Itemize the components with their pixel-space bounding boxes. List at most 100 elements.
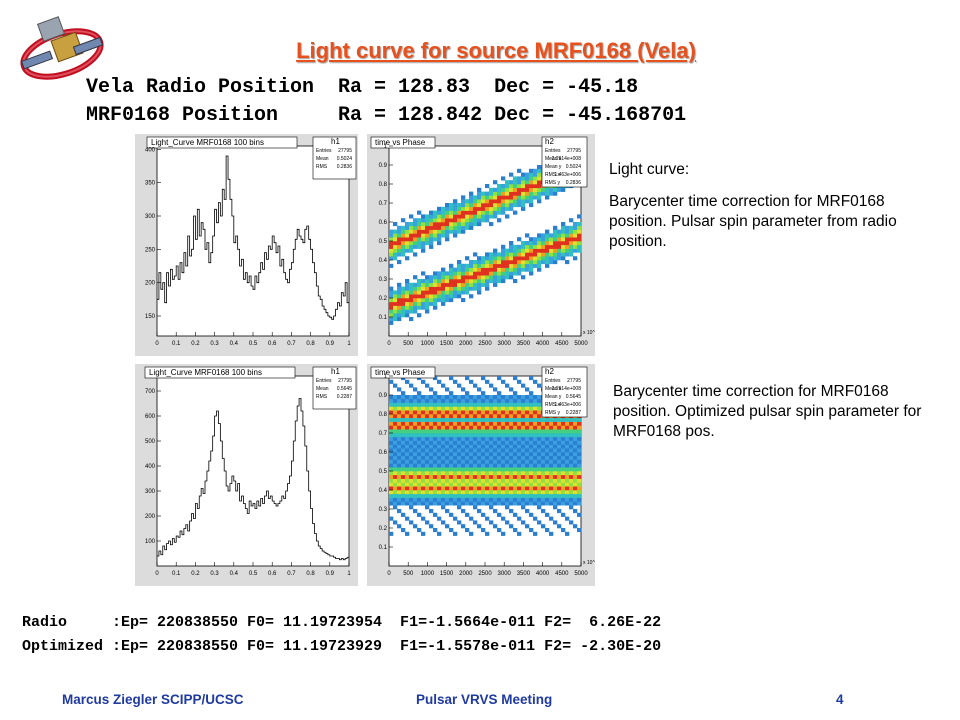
heatmap-cell bbox=[413, 436, 418, 441]
heatmap-cell bbox=[525, 410, 530, 415]
heatmap-cell bbox=[513, 433, 518, 438]
heatmap-cell bbox=[509, 493, 514, 498]
heatmap-cell bbox=[533, 486, 538, 491]
heatmap-cell bbox=[405, 459, 410, 464]
heatmap-cell bbox=[485, 501, 490, 506]
heatmap-cell bbox=[509, 482, 514, 487]
heatmap-cell bbox=[497, 459, 502, 464]
heatmap-cell bbox=[549, 425, 554, 430]
heatmap-cell bbox=[457, 267, 462, 272]
heatmap-cell bbox=[517, 248, 522, 253]
heatmap-cell bbox=[401, 436, 406, 441]
heatmap-cell bbox=[505, 398, 510, 403]
heatmap-cell bbox=[485, 493, 490, 498]
heatmap-cell bbox=[437, 455, 442, 460]
heatmap-cell bbox=[537, 180, 542, 185]
heatmap-cell bbox=[409, 497, 414, 502]
heatmap-cell bbox=[477, 206, 482, 211]
heatmap-cell bbox=[409, 229, 414, 234]
heatmap-cell bbox=[521, 410, 526, 415]
heatmap-cell bbox=[421, 471, 426, 476]
heatmap-cell bbox=[565, 260, 570, 265]
heatmap-cell bbox=[409, 248, 414, 253]
heatmap-cell bbox=[521, 414, 526, 419]
heatmap-cell bbox=[513, 425, 518, 430]
heatmap-cell bbox=[557, 425, 562, 430]
heatmap-cell bbox=[509, 433, 514, 438]
heatmap-cell bbox=[529, 512, 534, 517]
heatmap-cell bbox=[477, 286, 482, 291]
heatmap-cell bbox=[493, 180, 498, 185]
heatmap-cell bbox=[561, 497, 566, 502]
heatmap-cell bbox=[429, 398, 434, 403]
heatmap-cell bbox=[477, 414, 482, 419]
heatmap-cell bbox=[553, 233, 558, 238]
heatmap-cell bbox=[413, 501, 418, 506]
heatmap-cell bbox=[505, 383, 510, 388]
heatmap-cell bbox=[453, 425, 458, 430]
heatmap-cell bbox=[489, 191, 494, 196]
heatmap-cell bbox=[533, 459, 538, 464]
heatmap-cell bbox=[545, 448, 550, 453]
heatmap-cell bbox=[509, 260, 514, 265]
heatmap-cell bbox=[545, 444, 550, 449]
heatmap-cell bbox=[497, 414, 502, 419]
heatmap-cell bbox=[537, 421, 542, 426]
heatmap-cell bbox=[429, 425, 434, 430]
heatmap-cell bbox=[477, 421, 482, 426]
heatmap-cell bbox=[537, 463, 542, 468]
heatmap-cell bbox=[477, 497, 482, 502]
heatmap-cell bbox=[529, 414, 534, 419]
heatmap-cell bbox=[549, 191, 554, 196]
heatmap-cell bbox=[537, 429, 542, 434]
heatmap-cell bbox=[413, 459, 418, 464]
heatmap-cell bbox=[461, 429, 466, 434]
heatmap-cell bbox=[445, 429, 450, 434]
heatmap-cell bbox=[493, 267, 498, 272]
heatmap-cell bbox=[517, 459, 522, 464]
heatmap-cell bbox=[417, 497, 422, 502]
heatmap-cell bbox=[569, 225, 574, 230]
heatmap-cell bbox=[577, 512, 582, 517]
heatmap-cell bbox=[417, 391, 422, 396]
heatmap-cell bbox=[505, 410, 510, 415]
heatmap-cell bbox=[485, 444, 490, 449]
heatmap-cell bbox=[433, 237, 438, 242]
heatmap-cell bbox=[409, 452, 414, 457]
heatmap-cell bbox=[469, 406, 474, 411]
heatmap-cell bbox=[545, 528, 550, 533]
heatmap-cell bbox=[421, 452, 426, 457]
x-tick-label: 0.2 bbox=[191, 571, 200, 577]
heatmap-cell bbox=[493, 444, 498, 449]
heatmap-cell bbox=[413, 448, 418, 453]
heatmap-cell bbox=[389, 490, 394, 495]
heatmap-cell bbox=[461, 279, 466, 284]
heatmap-cell bbox=[573, 222, 578, 227]
heatmap-cell bbox=[553, 478, 558, 483]
heatmap-cell bbox=[417, 290, 422, 295]
heatmap-cell bbox=[413, 294, 418, 299]
heatmap-cell bbox=[401, 455, 406, 460]
heatmap-cell bbox=[445, 478, 450, 483]
heatmap-cell bbox=[553, 497, 558, 502]
heatmap-cell bbox=[525, 524, 530, 529]
heatmap-cell bbox=[561, 493, 566, 498]
heatmap-cell bbox=[457, 210, 462, 215]
heatmap-cell bbox=[469, 421, 474, 426]
heatmap-cell bbox=[417, 471, 422, 476]
heatmap-cell bbox=[465, 421, 470, 426]
heatmap-cell bbox=[525, 176, 530, 181]
heatmap-cell bbox=[461, 271, 466, 276]
heatmap-cell bbox=[501, 187, 506, 192]
heatmap-cell bbox=[421, 233, 426, 238]
heatmap-cell bbox=[393, 425, 398, 430]
heatmap-cell bbox=[525, 387, 530, 392]
heatmap-cell bbox=[573, 524, 578, 529]
heatmap-cell bbox=[413, 474, 418, 479]
heatmap-cell bbox=[497, 402, 502, 407]
heatmap-cell bbox=[393, 497, 398, 502]
heatmap-cell bbox=[413, 509, 418, 514]
heatmap-cell bbox=[565, 497, 570, 502]
heatmap-cell bbox=[561, 455, 566, 460]
heatmap-cell bbox=[533, 168, 538, 173]
